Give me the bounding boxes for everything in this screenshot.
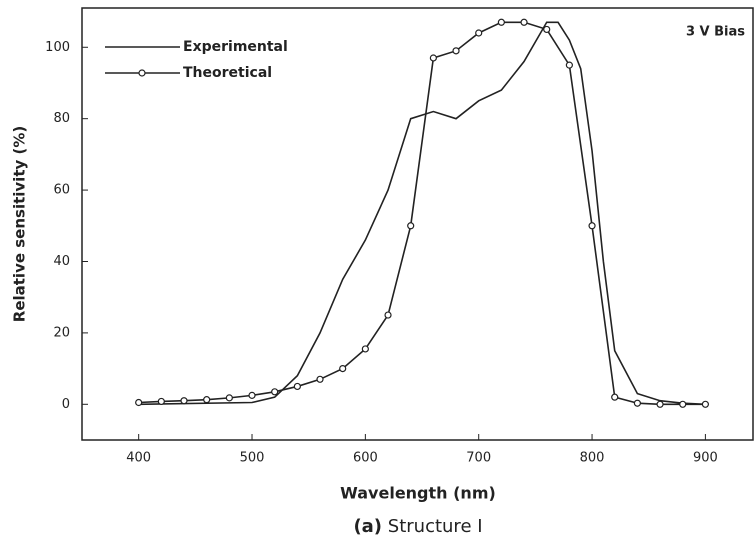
- legend-label: Theoretical: [183, 65, 272, 81]
- x-tick-label: 600: [353, 451, 378, 466]
- y-tick-label: 60: [53, 183, 70, 198]
- marker: [293, 382, 301, 391]
- series-line: [138, 21, 706, 406]
- marker: [316, 375, 324, 383]
- marker: [225, 394, 233, 402]
- x-tick-label: 400: [126, 451, 151, 466]
- marker: [180, 397, 188, 405]
- marker: [157, 397, 165, 406]
- series-line: [138, 21, 706, 406]
- marker: [361, 345, 369, 353]
- marker: [497, 18, 505, 26]
- marker: [407, 222, 415, 230]
- marker: [384, 311, 392, 319]
- marker: [701, 400, 709, 408]
- marker: [611, 393, 619, 401]
- y-axis-label: Relative sensitivity (%): [11, 126, 29, 322]
- caption: (a) Structure I: [353, 516, 482, 537]
- annotation: 3 V Bias: [686, 25, 745, 40]
- x-tick-label: 700: [466, 451, 491, 466]
- marker: [429, 54, 437, 62]
- x-tick-label: 500: [240, 451, 265, 466]
- marker: [339, 364, 347, 373]
- caption-label: (a): [353, 516, 382, 537]
- marker: [565, 61, 573, 69]
- marker: [475, 29, 483, 37]
- y-tick-label: 80: [53, 111, 70, 126]
- y-tick-label: 0: [62, 397, 70, 412]
- marker: [656, 400, 664, 408]
- marker: [203, 396, 211, 404]
- x-tick-label: 800: [580, 451, 605, 466]
- legend-label: Experimental: [183, 39, 288, 55]
- y-tick-label: 100: [45, 40, 70, 55]
- x-axis-label: Wavelength (nm): [340, 484, 496, 503]
- marker: [271, 388, 279, 396]
- marker: [588, 222, 596, 230]
- y-tick-label: 20: [53, 325, 70, 340]
- marker: [248, 391, 256, 399]
- y-tick-label: 40: [53, 254, 70, 269]
- caption-text: Structure I: [388, 516, 483, 537]
- marker: [452, 47, 460, 55]
- plot-frame: [81, 7, 754, 441]
- legend-marker: [138, 69, 146, 77]
- marker: [679, 400, 687, 408]
- marker: [633, 399, 641, 407]
- marker: [135, 398, 143, 407]
- x-tick-label: 900: [693, 451, 718, 466]
- marker: [543, 25, 551, 34]
- marker: [520, 18, 528, 26]
